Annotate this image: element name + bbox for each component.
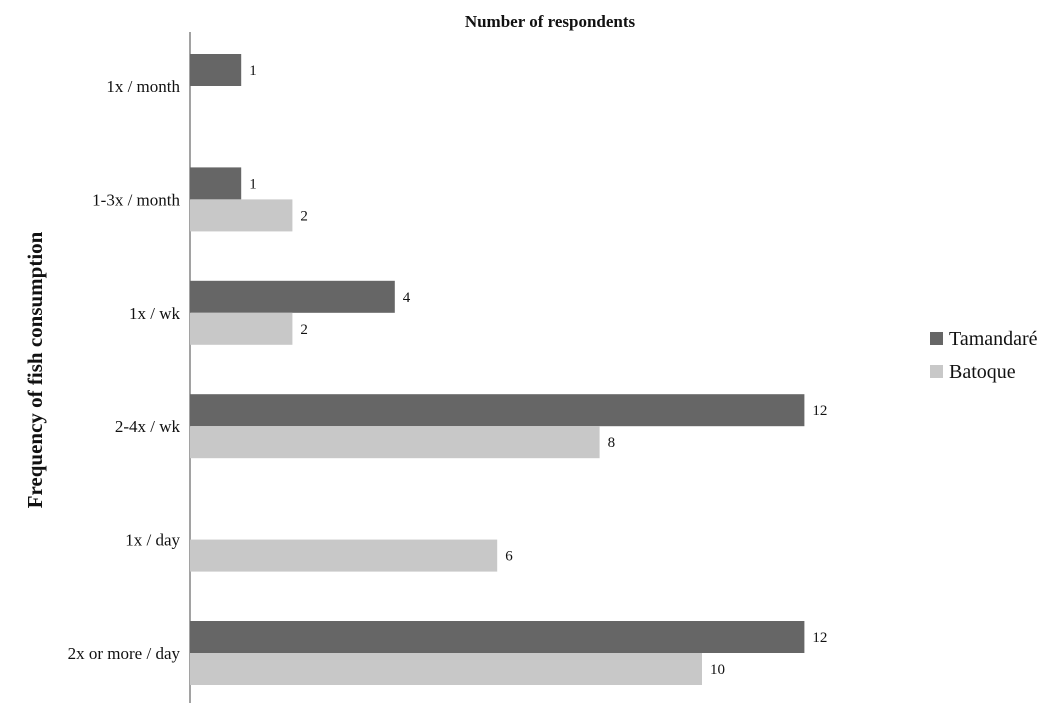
data-label-batoque-1x-wk: 2	[300, 322, 308, 338]
legend-label-tamandare: Tamandaré	[949, 328, 1038, 350]
bar-batoque-1x-day	[190, 539, 498, 572]
data-label-batoque-1x-day: 6	[505, 549, 513, 565]
bar-tamandare-2x-or-more-day	[190, 621, 805, 653]
category-label-1-3x-month: 1-3x / month	[92, 190, 180, 209]
category-label-1x-wk: 1x / wk	[129, 304, 181, 323]
bar-tamandare-1x-wk	[190, 280, 395, 313]
data-label-tamandare-2-4x-wk: 12	[812, 403, 827, 419]
category-labels: 1x / month 1-3x / month 1x / wk 2-4x / wk 1x…	[68, 77, 181, 663]
legend-label-batoque: Batoque	[949, 361, 1016, 383]
category-label-1x-day: 1x / day	[125, 531, 180, 550]
bar-batoque-1-3x-month	[190, 199, 293, 232]
legend: Tamandaré Batoque	[930, 328, 1038, 383]
bar-batoque-1x-wk	[190, 312, 293, 345]
legend-swatch-tamandare	[930, 332, 943, 345]
data-label-batoque-1-3x-month: 2	[300, 208, 308, 224]
bar-tamandare-1-3x-month	[190, 167, 242, 200]
data-label-tamandare-1x-wk: 4	[403, 290, 411, 306]
category-label-2-4x-wk: 2-4x / wk	[115, 417, 181, 436]
chart-title: Number of respondents	[465, 12, 636, 31]
data-label-tamandare-2x-or-more-day: 12	[812, 630, 827, 646]
bar-batoque-2-4x-wk	[190, 426, 600, 459]
data-label-tamandare-1x-month: 1	[249, 63, 257, 79]
y-axis-label: Frequency of fish consumption	[23, 231, 47, 508]
data-label-batoque-2-4x-wk: 8	[608, 435, 616, 451]
legend-swatch-batoque	[930, 365, 943, 378]
data-label-tamandare-1-3x-month: 1	[249, 176, 257, 192]
category-label-1x-month: 1x / month	[106, 77, 180, 96]
bar-tamandare-2-4x-wk	[190, 394, 805, 427]
bar-tamandare-1x-month	[190, 54, 242, 86]
data-label-batoque-2x-or-more-day: 10	[710, 662, 725, 678]
category-label-2x-or-more-day: 2x or more / day	[68, 644, 181, 663]
bar-batoque-2x-or-more-day	[190, 653, 702, 685]
